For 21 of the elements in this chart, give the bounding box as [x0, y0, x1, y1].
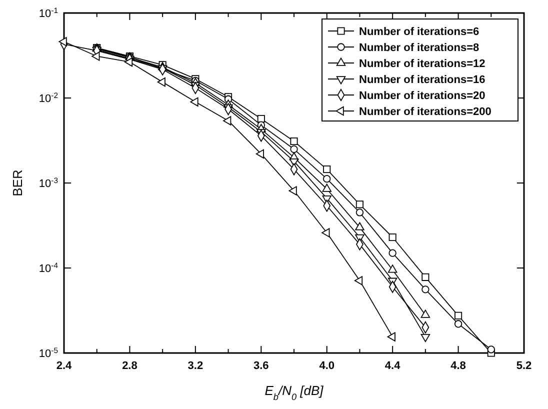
x-axis-title: E$_{b}$/N$_{0}$ [dB] [264, 383, 324, 402]
y-axis-title: BER [10, 170, 25, 196]
y-tick-label: 10$^{-4}$ [38, 260, 59, 275]
x-tick-label: 4.4 [384, 360, 402, 372]
y-tick-label: 10$^{-2}$ [38, 90, 58, 105]
y-tick-label: 10$^{-3}$ [38, 176, 58, 190]
legend-label: Number of iterations=16 [359, 74, 486, 86]
legend-label: Number of iterations=200 [359, 106, 492, 118]
x-tick-label: 4.0 [319, 360, 335, 372]
y-tick-label: 10$^{-5}$ [38, 346, 58, 360]
legend-label: Number of iterations=8 [359, 42, 480, 54]
x-tick-label: 5.2 [516, 360, 532, 372]
legend-label: Number of iterations=12 [359, 58, 486, 70]
legend-label: Number of iterations=6 [359, 26, 480, 38]
x-tick-label: 4.8 [450, 360, 466, 372]
x-tick-label: 2.4 [56, 360, 73, 372]
y-tick-label: 10$^{-1}$ [38, 6, 58, 20]
legend-label: Number of iterations=20 [359, 90, 486, 102]
x-tick-label: 2.8 [122, 360, 138, 372]
x-tick-label: 3.2 [188, 360, 204, 372]
x-tick-label: 3.6 [253, 360, 269, 372]
